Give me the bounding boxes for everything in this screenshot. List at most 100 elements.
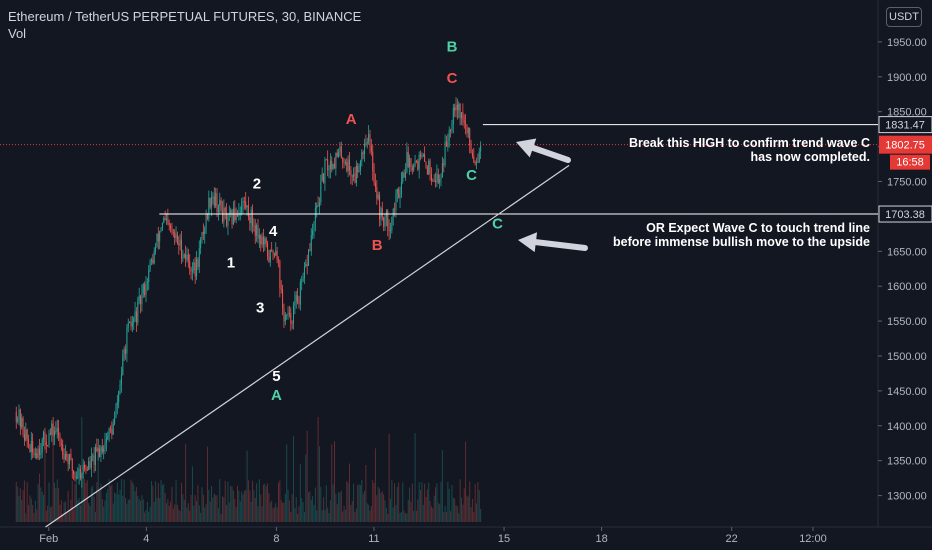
candle-body: [88, 461, 90, 471]
candle-body: [277, 260, 279, 262]
volume-bar: [99, 490, 101, 522]
volume-bar: [77, 500, 79, 522]
volume-bar: [362, 493, 364, 522]
candle-body: [239, 212, 241, 214]
volume-bar: [138, 499, 140, 522]
trend-line: [45, 164, 570, 528]
volume-bar: [238, 490, 240, 522]
time-tick-label: Feb: [39, 533, 58, 545]
candle-body: [36, 453, 38, 458]
price-tick-label: 1900.00: [887, 72, 927, 84]
candle-body: [370, 145, 372, 152]
candle-body: [254, 225, 256, 236]
candle-body: [302, 277, 304, 282]
volume-bar: [323, 497, 325, 522]
candle-body: [56, 428, 58, 432]
candle-body: [267, 243, 269, 257]
volume-bar: [213, 493, 215, 522]
candle-body: [174, 232, 176, 238]
volume-bar: [264, 483, 266, 522]
volume-bar: [379, 488, 381, 522]
volume-bar: [191, 466, 193, 522]
annotation-line: Break this HIGH to confirm trend wave C: [628, 136, 870, 150]
candle-body: [54, 430, 56, 437]
wave-label: B: [372, 237, 383, 254]
volume-bar: [130, 479, 132, 522]
candle-body: [168, 222, 170, 226]
candle-body: [176, 234, 178, 244]
volume-bar: [41, 491, 43, 522]
volume-bar: [318, 446, 320, 522]
candle-body: [439, 179, 441, 183]
volume-bar: [108, 479, 110, 522]
candle-body: [377, 194, 379, 199]
currency-button[interactable]: USDT: [886, 7, 922, 27]
volume-bar: [135, 487, 137, 522]
price-tick-label: 1650.00: [887, 246, 927, 258]
volume-bar: [205, 504, 207, 522]
arrow-head: [516, 138, 537, 158]
candle-body: [428, 160, 430, 175]
candle-body: [437, 173, 439, 183]
candle-body: [185, 254, 187, 260]
volume-bar: [55, 487, 57, 522]
candle-body: [208, 197, 210, 219]
volume-bar: [73, 509, 75, 522]
candle-body: [171, 228, 173, 233]
candle-body: [458, 103, 460, 111]
candle-body: [433, 180, 435, 182]
volume-bar: [60, 500, 62, 522]
candle-body: [261, 236, 263, 245]
volume-bar: [365, 464, 367, 522]
volume-bar: [23, 480, 25, 522]
volume-bar: [381, 491, 383, 522]
volume-bar: [216, 495, 218, 522]
candle-body: [318, 202, 320, 207]
candle-body: [15, 411, 17, 422]
volume-bar: [100, 483, 102, 522]
volume-bar: [230, 485, 232, 522]
price-tick-label: 1850.00: [887, 107, 927, 119]
candle-body: [152, 259, 154, 264]
volume-bar: [279, 480, 281, 522]
candle-body: [422, 154, 424, 157]
volume-bar: [165, 503, 167, 522]
candle-body: [407, 152, 409, 167]
volume-bar: [228, 502, 230, 522]
volume-bar: [355, 508, 357, 522]
volume-bar: [303, 512, 305, 522]
volume-bar: [59, 504, 61, 522]
volume-bar: [432, 508, 434, 522]
candle-body: [32, 440, 34, 453]
candle-body: [140, 295, 142, 305]
volume-bar: [271, 500, 273, 522]
candle-body: [335, 152, 337, 169]
candle-body: [84, 464, 86, 469]
volume-bar: [310, 500, 312, 522]
volume-bar: [394, 483, 396, 522]
candle-body: [19, 409, 21, 428]
candle-body: [414, 160, 416, 166]
volume-bar: [54, 482, 56, 522]
candle-body: [206, 213, 208, 219]
candle-body: [201, 232, 203, 240]
volume-bar: [90, 487, 92, 522]
candle-body: [436, 173, 438, 183]
candle-body: [455, 104, 457, 111]
candle-body: [85, 468, 87, 470]
wave-label: 3: [256, 300, 264, 317]
candle-body: [52, 423, 54, 437]
volume-bar: [435, 487, 437, 522]
volume-bar: [47, 505, 49, 522]
candle-body: [359, 161, 361, 171]
volume-bar: [22, 490, 24, 522]
candle-body: [133, 317, 135, 323]
wave-label: 4: [269, 223, 278, 240]
volume-bar: [284, 493, 286, 522]
volume-bar: [405, 513, 407, 522]
candle-body: [320, 181, 322, 203]
volume-indicator-label[interactable]: Vol: [8, 26, 27, 41]
candle-body: [167, 218, 169, 223]
candle-body: [305, 263, 307, 267]
